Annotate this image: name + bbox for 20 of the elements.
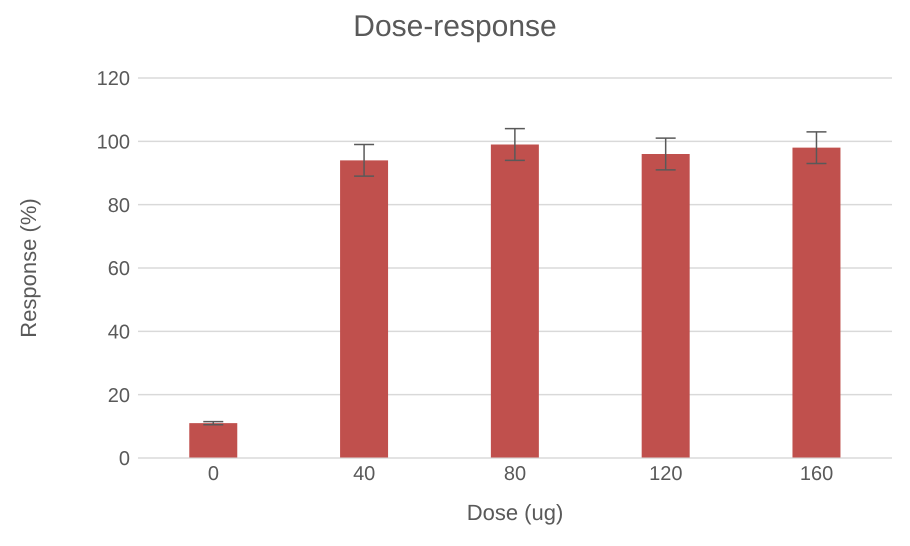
x-tick-label: 40	[353, 463, 376, 486]
bar	[340, 160, 388, 458]
y-tick-label: 0	[118, 448, 130, 470]
x-tick-label: 160	[800, 463, 834, 486]
y-tick-label: 120	[96, 68, 130, 90]
bar	[490, 144, 539, 458]
x-tick-label: 80	[504, 463, 526, 486]
y-tick-label: 60	[108, 258, 130, 280]
y-tick-label: 100	[96, 131, 130, 154]
y-axis-title: Response (%)	[16, 198, 41, 338]
y-tick-label: 40	[108, 321, 130, 344]
y-tick-label: 80	[108, 194, 130, 217]
bar	[189, 423, 238, 458]
bar	[642, 154, 690, 458]
bar	[792, 148, 840, 458]
x-tick-label: 120	[649, 463, 682, 486]
y-tick-label: 20	[108, 384, 130, 407]
x-axis-title: Dose (ug)	[466, 500, 564, 525]
chart-title: Dose-response	[352, 10, 558, 44]
x-tick-label: 0	[208, 463, 219, 486]
